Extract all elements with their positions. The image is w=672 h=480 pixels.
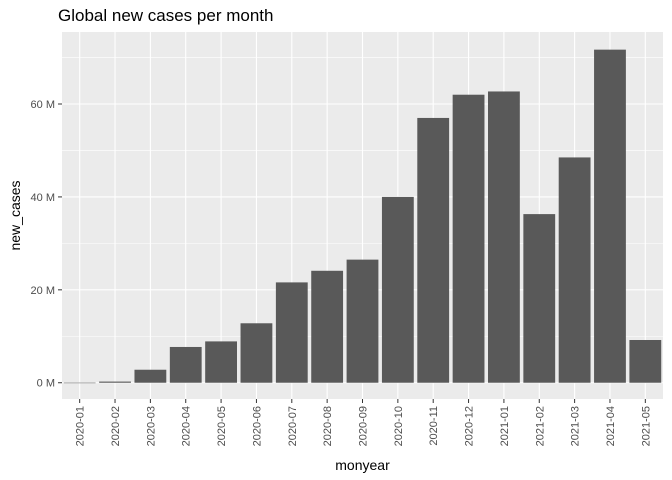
x-tick-label: 2021-03 bbox=[570, 406, 582, 446]
x-tick-label: 2020-05 bbox=[216, 406, 228, 446]
bar bbox=[99, 381, 131, 383]
x-tick-label: 2020-09 bbox=[358, 406, 370, 446]
x-tick-label: 2020-11 bbox=[428, 406, 440, 446]
y-tick-label: 20 M bbox=[31, 285, 55, 297]
x-tick-label: 2020-06 bbox=[251, 406, 263, 446]
y-axis-title: new_cases bbox=[7, 180, 23, 250]
x-tick-label: 2021-02 bbox=[534, 406, 546, 446]
x-tick-label: 2021-01 bbox=[499, 406, 511, 446]
x-tick-label: 2020-01 bbox=[75, 406, 87, 446]
x-tick-label: 2020-02 bbox=[110, 406, 122, 446]
x-tick-label: 2020-03 bbox=[145, 406, 157, 446]
bar bbox=[558, 157, 591, 383]
bar bbox=[381, 196, 414, 383]
bar bbox=[311, 270, 344, 383]
x-axis: 2020-01 2020-02 2020-03 2020-04 2020-05 2020-… bbox=[75, 399, 652, 446]
x-tick-label: 2020-07 bbox=[287, 406, 299, 446]
bar bbox=[63, 382, 96, 384]
x-tick-label: 2021-04 bbox=[605, 406, 617, 446]
chart-title: Global new cases per month bbox=[58, 6, 274, 25]
x-axis-title: monyear bbox=[335, 457, 390, 473]
bar bbox=[205, 341, 237, 383]
bar bbox=[240, 323, 273, 383]
bar bbox=[488, 91, 520, 383]
bar bbox=[346, 259, 379, 383]
x-tick-label: 2020-12 bbox=[464, 406, 476, 446]
bar bbox=[452, 94, 485, 383]
x-tick-label: 2021-05 bbox=[640, 406, 652, 446]
x-tick-label: 2020-08 bbox=[322, 406, 334, 446]
bar bbox=[169, 346, 202, 383]
x-tick-label: 2020-04 bbox=[181, 406, 193, 446]
bar bbox=[523, 214, 556, 383]
bar bbox=[594, 49, 626, 383]
bar bbox=[629, 340, 662, 383]
bar bbox=[417, 117, 450, 383]
bars bbox=[63, 49, 662, 384]
y-tick-label: 40 M bbox=[31, 192, 55, 204]
y-tick-label: 0 M bbox=[37, 378, 55, 390]
bar bbox=[275, 282, 308, 383]
x-tick-label: 2020-10 bbox=[393, 406, 405, 446]
bar bbox=[134, 369, 167, 383]
y-tick-label: 60 M bbox=[31, 99, 55, 111]
y-axis: 0 M 20 M 40 M 60 M bbox=[31, 99, 62, 390]
